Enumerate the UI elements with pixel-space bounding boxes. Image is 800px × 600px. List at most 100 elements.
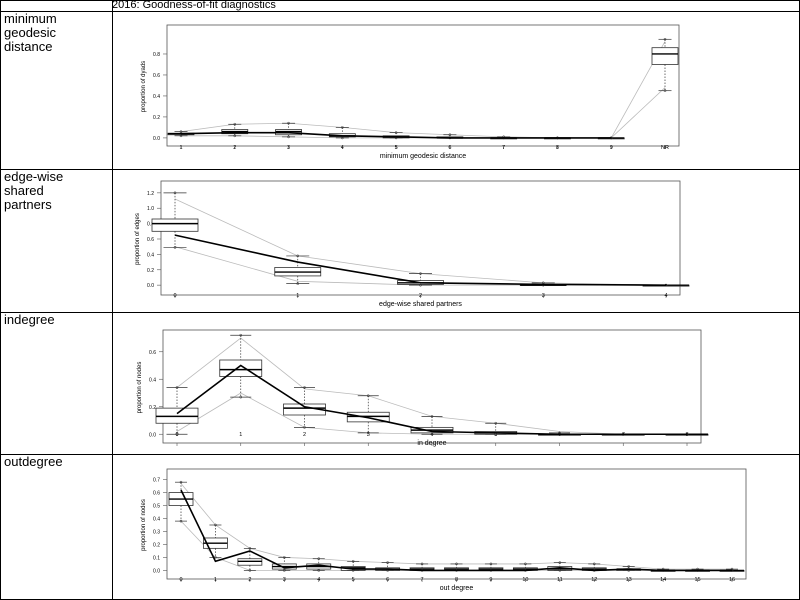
- row-label-outdegree: outdegree: [4, 454, 63, 469]
- outlier-point: [558, 561, 562, 564]
- x-tick-label: 13: [626, 577, 632, 583]
- x-axis-label: in degree: [417, 440, 446, 447]
- row-label-esp: edge-wise shared partners: [4, 169, 64, 212]
- x-tick-label: 1: [179, 145, 182, 151]
- x-tick-label: 6: [386, 577, 389, 583]
- page-title: 2016: Goodness-of-fit diagnostics: [112, 0, 276, 11]
- chart-edgewise-shared-partners: 0.0 0.2 0.4 0.6 0.8 1.0 1.2 proportion of edges…: [135, 180, 690, 308]
- outlier-point: [558, 569, 562, 572]
- outlier-point: [173, 191, 177, 195]
- outlier-point: [430, 415, 434, 418]
- row-label-geodesic: minimum geodesic distance: [4, 11, 57, 54]
- x-tick-label: 10: [522, 577, 528, 583]
- x-tick-label: 0: [175, 432, 178, 438]
- outlier-point: [663, 89, 667, 93]
- y-tick-label: 1.0: [147, 206, 154, 212]
- x-tick-label: 4: [430, 432, 433, 438]
- x-tick-label: 2: [303, 432, 306, 438]
- x-tick-label: 14: [660, 577, 666, 583]
- x-axis-label: out degree: [440, 585, 474, 592]
- outlier-point: [296, 254, 300, 258]
- upper-bound-line: [180, 41, 666, 139]
- outlier-point: [303, 426, 306, 429]
- outlier-point: [175, 432, 179, 436]
- y-tick-label: 0.4: [153, 517, 160, 523]
- x-tick-label: 4: [341, 145, 344, 151]
- outlier-point: [448, 133, 452, 137]
- plot-border: [166, 24, 680, 147]
- x-tick-label: 7: [502, 145, 505, 151]
- box: [283, 403, 326, 416]
- outlier-point: [175, 386, 179, 389]
- y-tick-label: 0.1: [153, 555, 160, 561]
- x-tick-label: 4: [317, 577, 320, 583]
- x-tick-label: 7: [421, 577, 424, 583]
- y-tick-label: 0.2: [147, 268, 154, 274]
- y-axis-label: proportion of edges: [135, 213, 141, 265]
- x-tick-label: 3: [287, 145, 290, 151]
- y-tick-label: 0.6: [149, 350, 156, 356]
- y-tick-label: 0.0: [147, 283, 154, 289]
- x-tick-label: 2: [248, 577, 251, 583]
- outlier-point: [420, 562, 424, 566]
- x-tick-label: 1: [296, 293, 299, 299]
- x-tick-label: 2: [233, 145, 236, 151]
- row-divider: [0, 11, 800, 12]
- y-tick-label: 0.3: [153, 529, 160, 535]
- row-divider: [0, 454, 800, 455]
- outlier-point: [366, 431, 370, 435]
- outlier-point: [419, 272, 422, 275]
- outlier-point: [386, 561, 389, 564]
- outlier-point: [394, 131, 398, 135]
- y-tick-label: 0.8: [153, 52, 160, 58]
- y-tick-label: 0.0: [149, 432, 156, 438]
- outlier-point: [287, 135, 290, 139]
- x-axis-label: minimum geodesic distance: [380, 153, 466, 160]
- x-tick-label: 3: [542, 293, 545, 299]
- y-tick-label: 0.8: [147, 222, 154, 228]
- outlier-point: [663, 37, 667, 41]
- y-tick-label: 0.0: [153, 136, 160, 142]
- outlier-point: [233, 122, 237, 126]
- outlier-point: [524, 562, 527, 566]
- row-divider: [0, 169, 800, 170]
- x-tick-label: NR: [661, 145, 669, 151]
- upper-bound-line: [174, 198, 667, 286]
- y-tick-label: 0.6: [153, 491, 160, 497]
- row-divider: [0, 312, 800, 313]
- outlier-point: [282, 569, 286, 572]
- outlier-point: [489, 562, 493, 566]
- y-tick-label: 0.0: [153, 568, 160, 574]
- x-tick-label: 12: [591, 577, 597, 583]
- outlier-point: [248, 569, 252, 572]
- observed-line: [180, 131, 612, 139]
- outlier-point: [296, 282, 300, 285]
- x-tick-label: 5: [494, 432, 497, 438]
- y-tick-label: 0.7: [153, 478, 160, 484]
- outlier-point: [248, 547, 252, 550]
- row-label-indegree: indegree: [4, 312, 55, 327]
- observed-line: [180, 489, 732, 572]
- chart-outdegree: 0.0 0.1 0.2 0.3 0.4 0.5 0.6 0.7 proportion of no…: [141, 468, 747, 592]
- outlier-point: [340, 136, 344, 140]
- outlier-point: [179, 134, 183, 138]
- y-tick-label: 0.4: [153, 94, 160, 100]
- y-tick-label: 0.6: [147, 237, 154, 243]
- x-tick-label: 9: [610, 145, 613, 151]
- x-tick-label: 8: [556, 145, 559, 151]
- x-tick-label: 15: [695, 577, 701, 583]
- outlier-point: [214, 523, 217, 527]
- x-tick-label: 1: [214, 577, 217, 583]
- x-tick-label: 4: [664, 293, 667, 299]
- observed-line: [174, 234, 667, 286]
- y-tick-label: 1.2: [147, 191, 154, 197]
- x-tick-label: 8: [455, 577, 458, 583]
- label-column-divider: [112, 0, 113, 600]
- outlier-point: [419, 283, 422, 287]
- y-tick-label: 0.2: [153, 542, 160, 548]
- outlier-point: [351, 559, 355, 563]
- lower-bound-line: [174, 246, 666, 286]
- observed-line: [176, 364, 687, 436]
- y-tick-label: 0.6: [153, 73, 160, 79]
- x-tick-label: 16: [729, 577, 735, 583]
